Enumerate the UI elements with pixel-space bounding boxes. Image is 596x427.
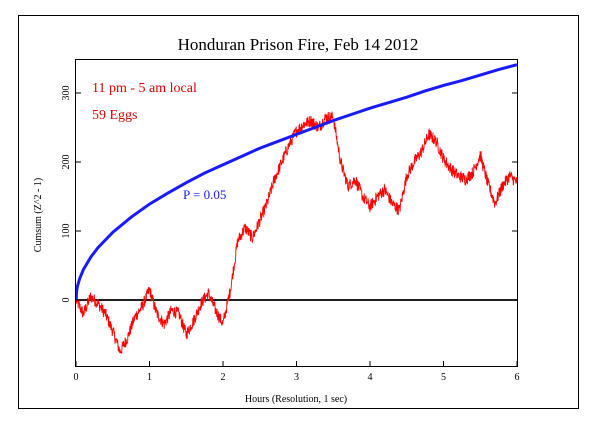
x-tick-label: 5: [441, 372, 446, 383]
p005-envelope-line: [76, 63, 517, 301]
y-axis-label: Cumsum (Z^2 - 1): [33, 178, 44, 252]
cumsum-deviation-line: [76, 111, 517, 354]
x-tick-label: 3: [294, 372, 299, 383]
x-tick-label: 6: [515, 372, 520, 383]
chart-title: Honduran Prison Fire, Feb 14 2012: [178, 35, 419, 54]
outer-frame: [18, 15, 579, 409]
y-tick-label: 300: [61, 86, 72, 101]
x-tick-label: 4: [368, 372, 373, 383]
y-tick-label: 0: [61, 298, 72, 303]
y-tick-label: 100: [61, 224, 72, 239]
plot-area: [75, 59, 518, 367]
y-tick-label: 200: [61, 155, 72, 170]
series-layer: [76, 63, 517, 354]
x-tick-label: 0: [74, 372, 79, 383]
annotation-p-value: P = 0.05: [183, 187, 226, 202]
x-tick-label: 2: [221, 372, 226, 383]
x-axis-label: Hours (Resolution, 1 sec): [245, 394, 347, 405]
x-tick-label: 1: [147, 372, 152, 383]
ticks-layer: 0 1 2 3 4 5 6 0 100 200 300: [61, 86, 520, 384]
annotation-egg-count: 59 Eggs: [92, 108, 138, 123]
annotation-time-range: 11 pm - 5 am local: [92, 81, 197, 96]
